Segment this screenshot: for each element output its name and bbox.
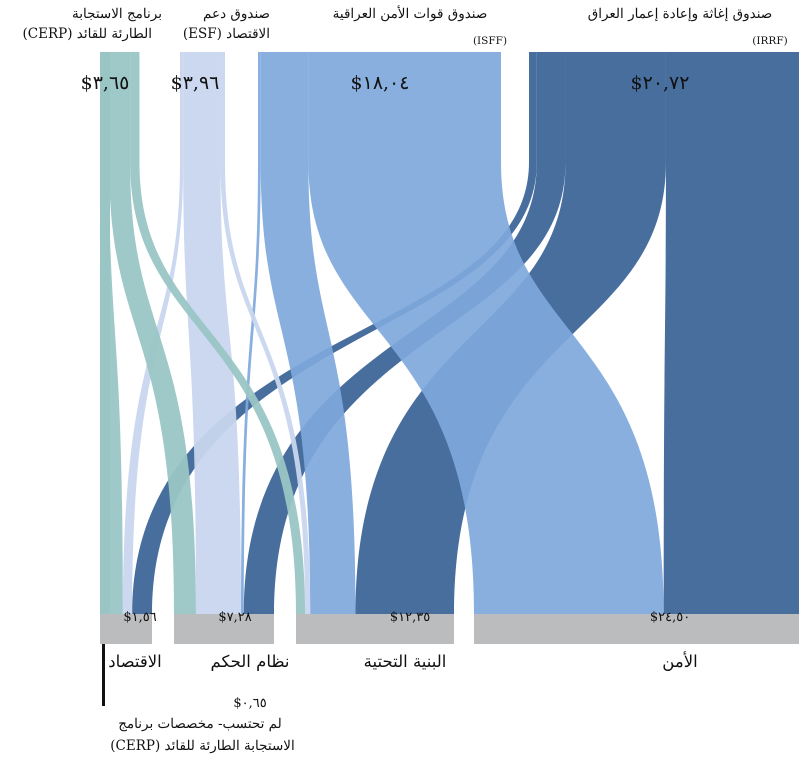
flow-isff-to-security [308,52,664,614]
source-value-irrf: $٢٠,٧٢ [630,72,690,94]
source-value-esf: $٣,٩٦ [170,72,220,94]
source-abbr-isff: (ISFF) [472,35,508,47]
flow-esf-to-economy [122,52,184,614]
flow-cerp-to-unallocated [100,52,110,614]
source-value-isff: $١٨,٠٤ [350,72,410,94]
target-value-security: $٢٤,٥٠ [649,610,691,625]
target-name-economy: الاقتصاد [108,652,162,671]
flow-isff-to-governance [241,52,261,614]
source-name-esf-line2: الاقتصاد (ESF) [182,26,270,42]
flow-irrf-to-governance [243,52,566,614]
target-bar-infrastructure [296,614,454,644]
target-bar-economy [100,614,152,644]
source-name-cerp-line2: الطارئة للقائد (CERP) [22,26,152,42]
source-value-cerp: $٣,٦٥ [80,72,130,94]
flow-isff-to-infrastructure [260,52,356,614]
target-value-infrastructure: $١٢,٣٥ [389,610,431,625]
flow-esf-to-governance [183,52,242,614]
source-name-isff: صندوق قوات الأمن العراقية [332,6,488,22]
flow-irrf-to-security [663,52,799,614]
target-value-governance: $٧,٢٨ [218,610,252,625]
unallocated-leader-line [102,644,105,706]
target-value-economy: $١,٥٦ [123,610,157,625]
unallocated-value: $٠,٦٥ [233,696,267,711]
target-name-infrastructure: البنية التحتية [363,652,447,671]
source-name-esf: صندوق دعم [203,6,270,22]
target-name-governance: نظام الحكم [210,652,290,671]
source-name-cerp: برنامج الاستجابة [72,6,162,22]
target-bar-governance [174,614,274,644]
target-bar-security [474,614,799,644]
target-name-security: الأمن [662,652,698,671]
unallocated-note-line2: الاستجابة الطارئة للقائد (CERP) [110,738,295,754]
unallocated-note-line1: لم تحتسب- مخصصات برنامج [118,716,282,732]
source-name-irrf: صندوق إغاثة وإعادة إعمار العراق [587,6,773,22]
source-abbr-irrf: (IRRF) [752,35,788,47]
flow-cerp-to-governance [109,52,196,614]
